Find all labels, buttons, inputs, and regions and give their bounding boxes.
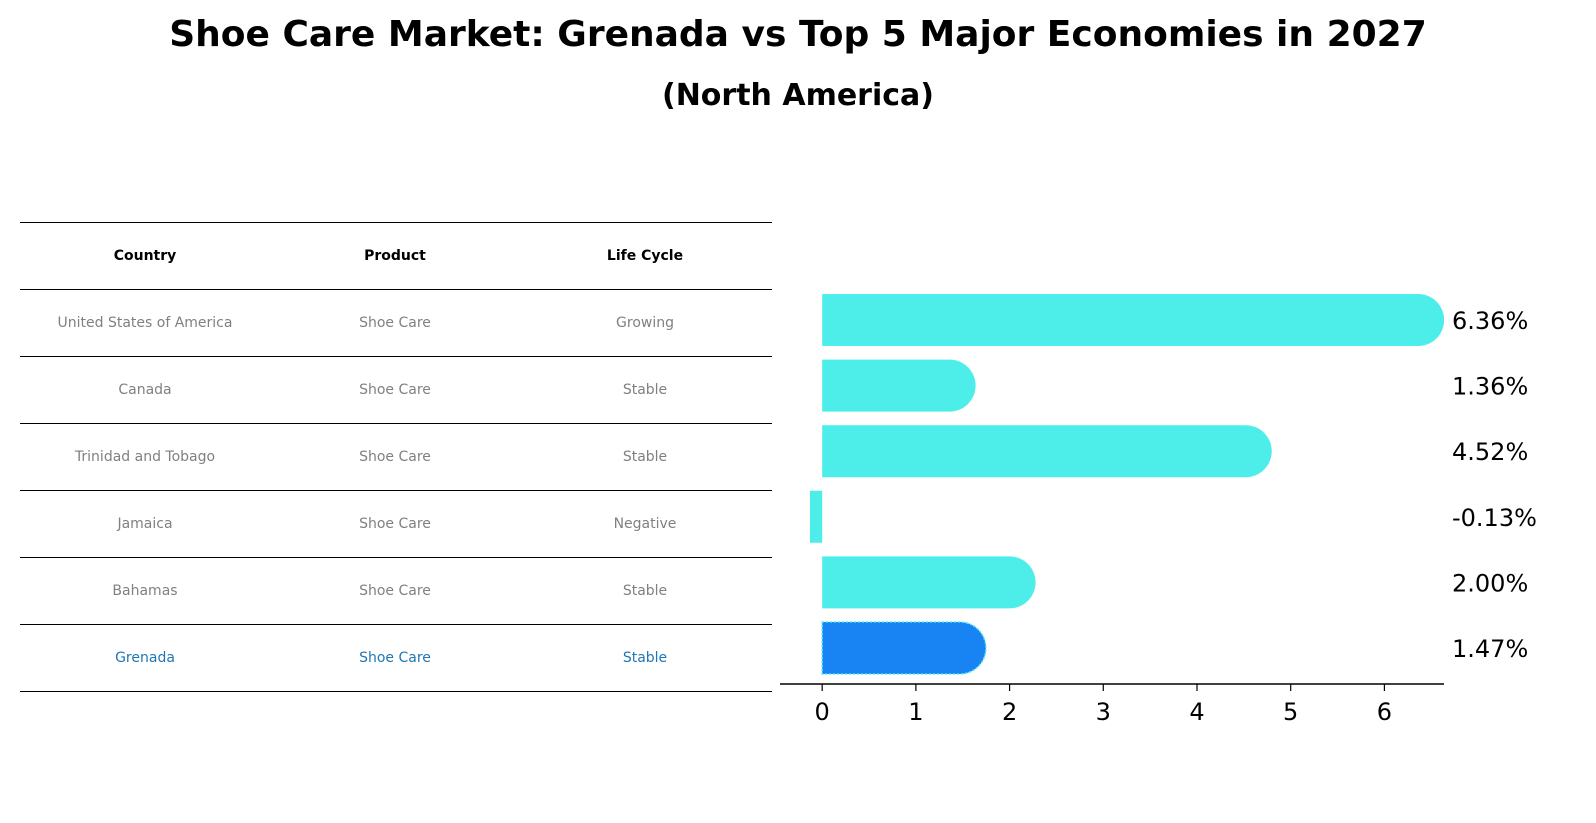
table-row: Jamaica Shoe Care Negative: [20, 490, 772, 557]
header-country: Country: [113, 248, 177, 264]
table-header-row: Country Product Life Cycle: [20, 222, 772, 289]
bar-5: [821, 621, 987, 675]
cell-life-cycle: Stable: [622, 583, 668, 599]
cell-country: Grenada: [115, 650, 175, 666]
bar-2: [822, 425, 1272, 478]
bar-chart: 6.36% 1.36% 4.52% -0.13% 2.00% 1.47% 0 1 2 3 4 5 6: [780, 294, 1537, 726]
chart-title: Shoe Care Market: Grenada vs Top 5 Major…: [169, 14, 1427, 55]
chart-subtitle: (North America): [661, 78, 934, 113]
bar-0: [822, 294, 1445, 346]
bar-3: [809, 490, 823, 543]
bar-1: [822, 359, 976, 412]
cell-country: United States of America: [57, 315, 233, 331]
cell-life-cycle: Stable: [622, 382, 668, 398]
table-row: Canada Shoe Care Stable: [20, 356, 772, 423]
cell-product: Shoe Care: [359, 382, 431, 398]
cell-country: Canada: [118, 382, 172, 398]
cell-life-cycle: Stable: [622, 650, 668, 666]
cell-life-cycle: Growing: [616, 315, 674, 331]
cell-product: Shoe Care: [359, 650, 431, 666]
market-table: Country Product Life Cycle United States…: [20, 222, 772, 692]
x-tick-label: 6: [1377, 698, 1392, 726]
header-product: Product: [364, 248, 426, 264]
cell-product: Shoe Care: [359, 516, 431, 532]
cell-product: Shoe Care: [359, 315, 431, 331]
bar-value-label: 4.52%: [1452, 438, 1528, 466]
cell-country: Bahamas: [112, 583, 178, 599]
bar-value-label: 2.00%: [1452, 569, 1528, 597]
cell-life-cycle: Stable: [622, 449, 668, 465]
x-tick-label: 3: [1096, 698, 1111, 726]
cell-product: Shoe Care: [359, 449, 431, 465]
bar-4: [822, 556, 1036, 609]
header-life-cycle: Life Cycle: [606, 248, 684, 264]
bar-value-label: -0.13%: [1452, 504, 1537, 532]
cell-life-cycle: Negative: [613, 516, 677, 532]
cell-country: Jamaica: [117, 516, 173, 532]
x-tick-label: 0: [815, 698, 830, 726]
table-row: Trinidad and Tobago Shoe Care Stable: [20, 423, 772, 490]
x-tick-label: 4: [1189, 698, 1204, 726]
x-tick-label: 1: [908, 698, 923, 726]
table-row-highlight: Grenada Shoe Care Stable: [20, 624, 772, 692]
bar-value-label: 1.36%: [1452, 373, 1528, 401]
bar-value-label: 6.36%: [1452, 307, 1528, 335]
x-tick-label: 5: [1283, 698, 1298, 726]
table-row: United States of America Shoe Care Growi…: [20, 289, 772, 356]
x-tick-label: 2: [1002, 698, 1017, 726]
bar-value-label: 1.47%: [1452, 635, 1528, 663]
table-row: Bahamas Shoe Care Stable: [20, 557, 772, 624]
cell-country: Trinidad and Tobago: [74, 449, 216, 465]
cell-product: Shoe Care: [359, 583, 431, 599]
